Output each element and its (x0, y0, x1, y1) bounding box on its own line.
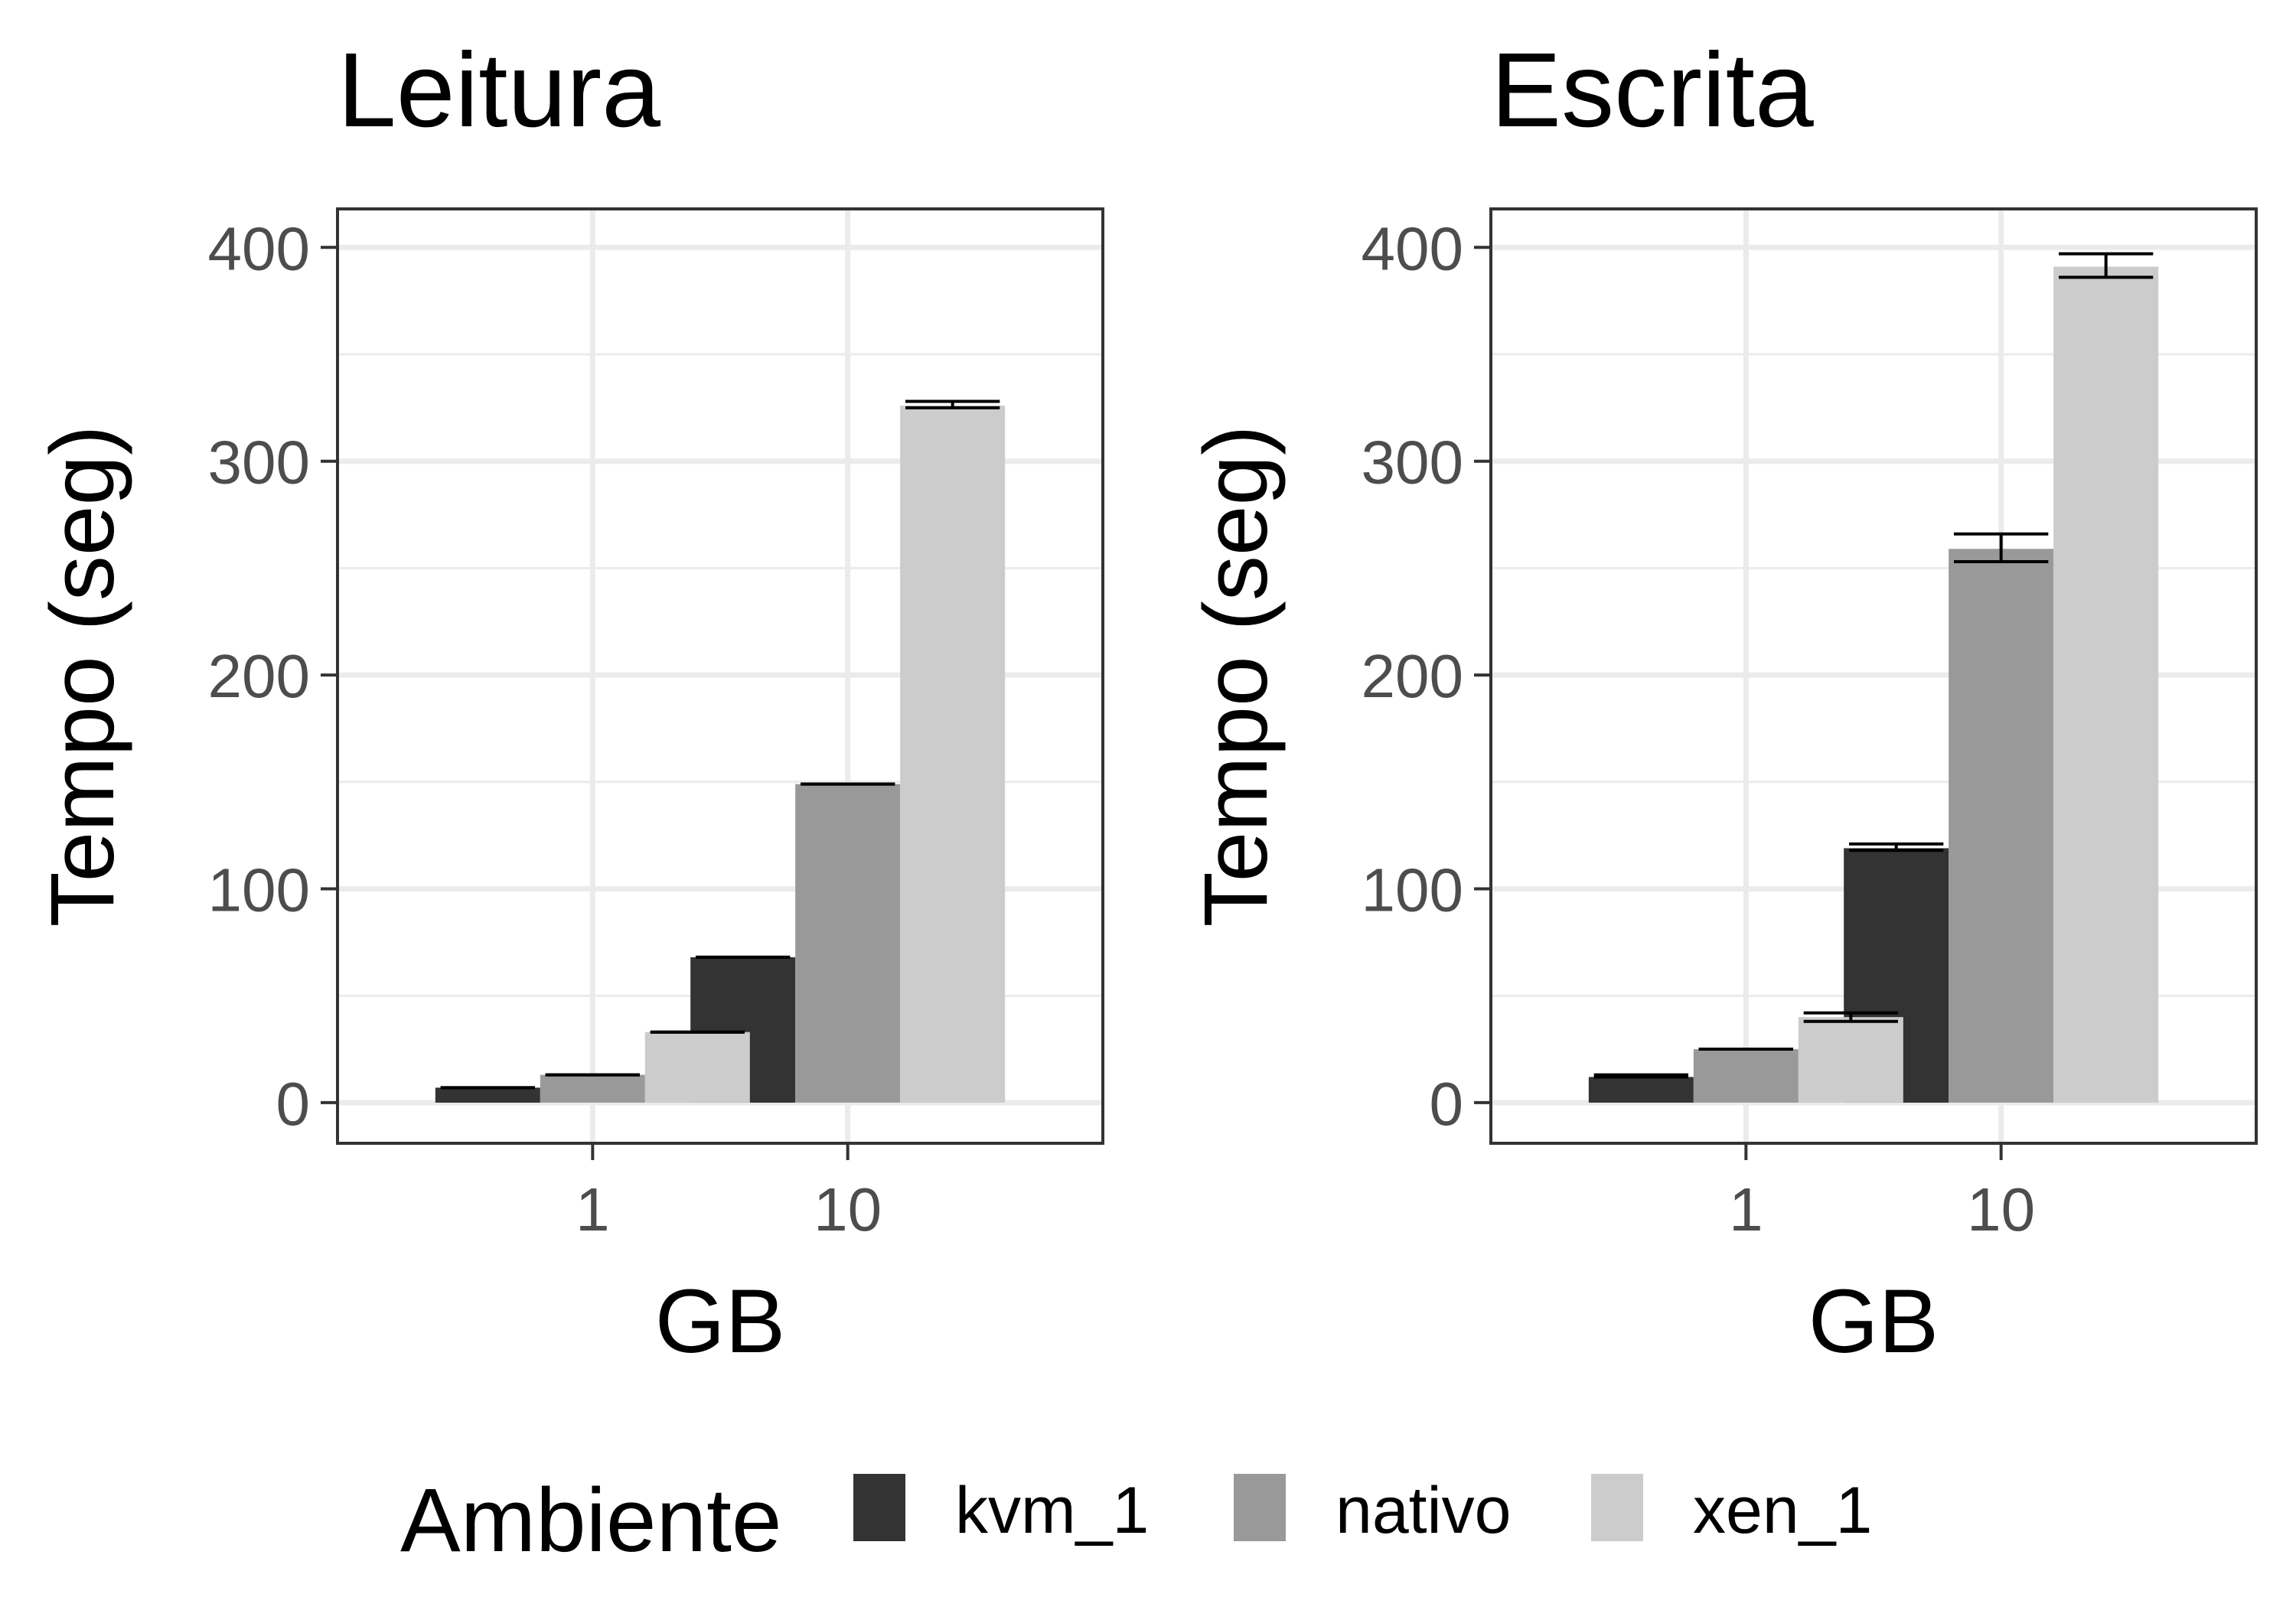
y-tick-label: 300 (1362, 429, 1463, 497)
bar-kvm-1-1 (1588, 1077, 1694, 1103)
x-tick-label: 10 (1967, 1175, 2035, 1244)
error-bar-nativo-10 (1954, 532, 2049, 564)
y-axis-title: Tempo (seg) (1186, 425, 1287, 927)
panel-title: Escrita (1491, 31, 1814, 149)
panel-title: Leitura (338, 31, 660, 149)
x-axis-title: GB (1808, 1271, 1939, 1372)
bar-xen-1-1 (644, 1032, 750, 1103)
bar-nativo-10 (795, 784, 901, 1103)
y-tick-label: 200 (208, 642, 310, 710)
x-tick-label: 10 (814, 1175, 882, 1244)
panel-leitura: 0 100 200 300 400 1 10 Leitura GB Tempo (seg) (32, 31, 1104, 1372)
y-tick-label: 400 (1362, 214, 1463, 282)
x-tick-label: 1 (576, 1175, 610, 1244)
legend-swatch-xen-1 (1591, 1474, 1643, 1541)
bar-nativo-10 (1949, 549, 2054, 1103)
legend-title: Ambiente (400, 1470, 782, 1571)
legend-label-xen-1: xen_1 (1693, 1474, 1872, 1547)
legend-label-kvm-1: kvm_1 (955, 1474, 1149, 1547)
y-tick-label: 0 (1430, 1070, 1464, 1138)
y-tick-label: 100 (208, 856, 310, 924)
error-bar-kvm-1-10 (1849, 842, 1944, 852)
legend-swatch-kvm-1 (853, 1474, 905, 1541)
bar-xen-1-1 (1798, 1017, 1903, 1103)
x-axis-title: GB (655, 1271, 786, 1372)
legend-label-nativo: nativo (1336, 1474, 1512, 1547)
bar-kvm-1-1 (435, 1087, 540, 1103)
legend: Ambiente kvm_1 nativo xen_1 (400, 1470, 1872, 1571)
y-tick-label: 100 (1362, 856, 1463, 924)
x-tick-label: 1 (1729, 1175, 1763, 1244)
error-bar-xen-1-10 (2059, 252, 2154, 279)
bar-xen-1-10 (2053, 266, 2159, 1103)
y-axis-title: Tempo (seg) (32, 425, 133, 927)
y-tick-label: 300 (208, 429, 310, 497)
panel-escrita: 0 100 200 300 400 1 10 Escrita GB Tempo (seg) (1186, 31, 2258, 1372)
bar-nativo-1 (1693, 1049, 1799, 1103)
bar-nativo-1 (540, 1074, 645, 1103)
y-tick-label: 0 (276, 1070, 311, 1138)
error-bar-xen-1-1 (1803, 1011, 1898, 1023)
y-tick-label: 200 (1362, 642, 1463, 710)
legend-swatch-nativo (1234, 1474, 1286, 1541)
y-tick-label: 400 (208, 214, 310, 282)
error-bar-kvm-1-1 (1593, 1073, 1688, 1079)
bar-xen-1-10 (900, 406, 1006, 1103)
error-bar-xen-1-10 (905, 399, 1000, 409)
